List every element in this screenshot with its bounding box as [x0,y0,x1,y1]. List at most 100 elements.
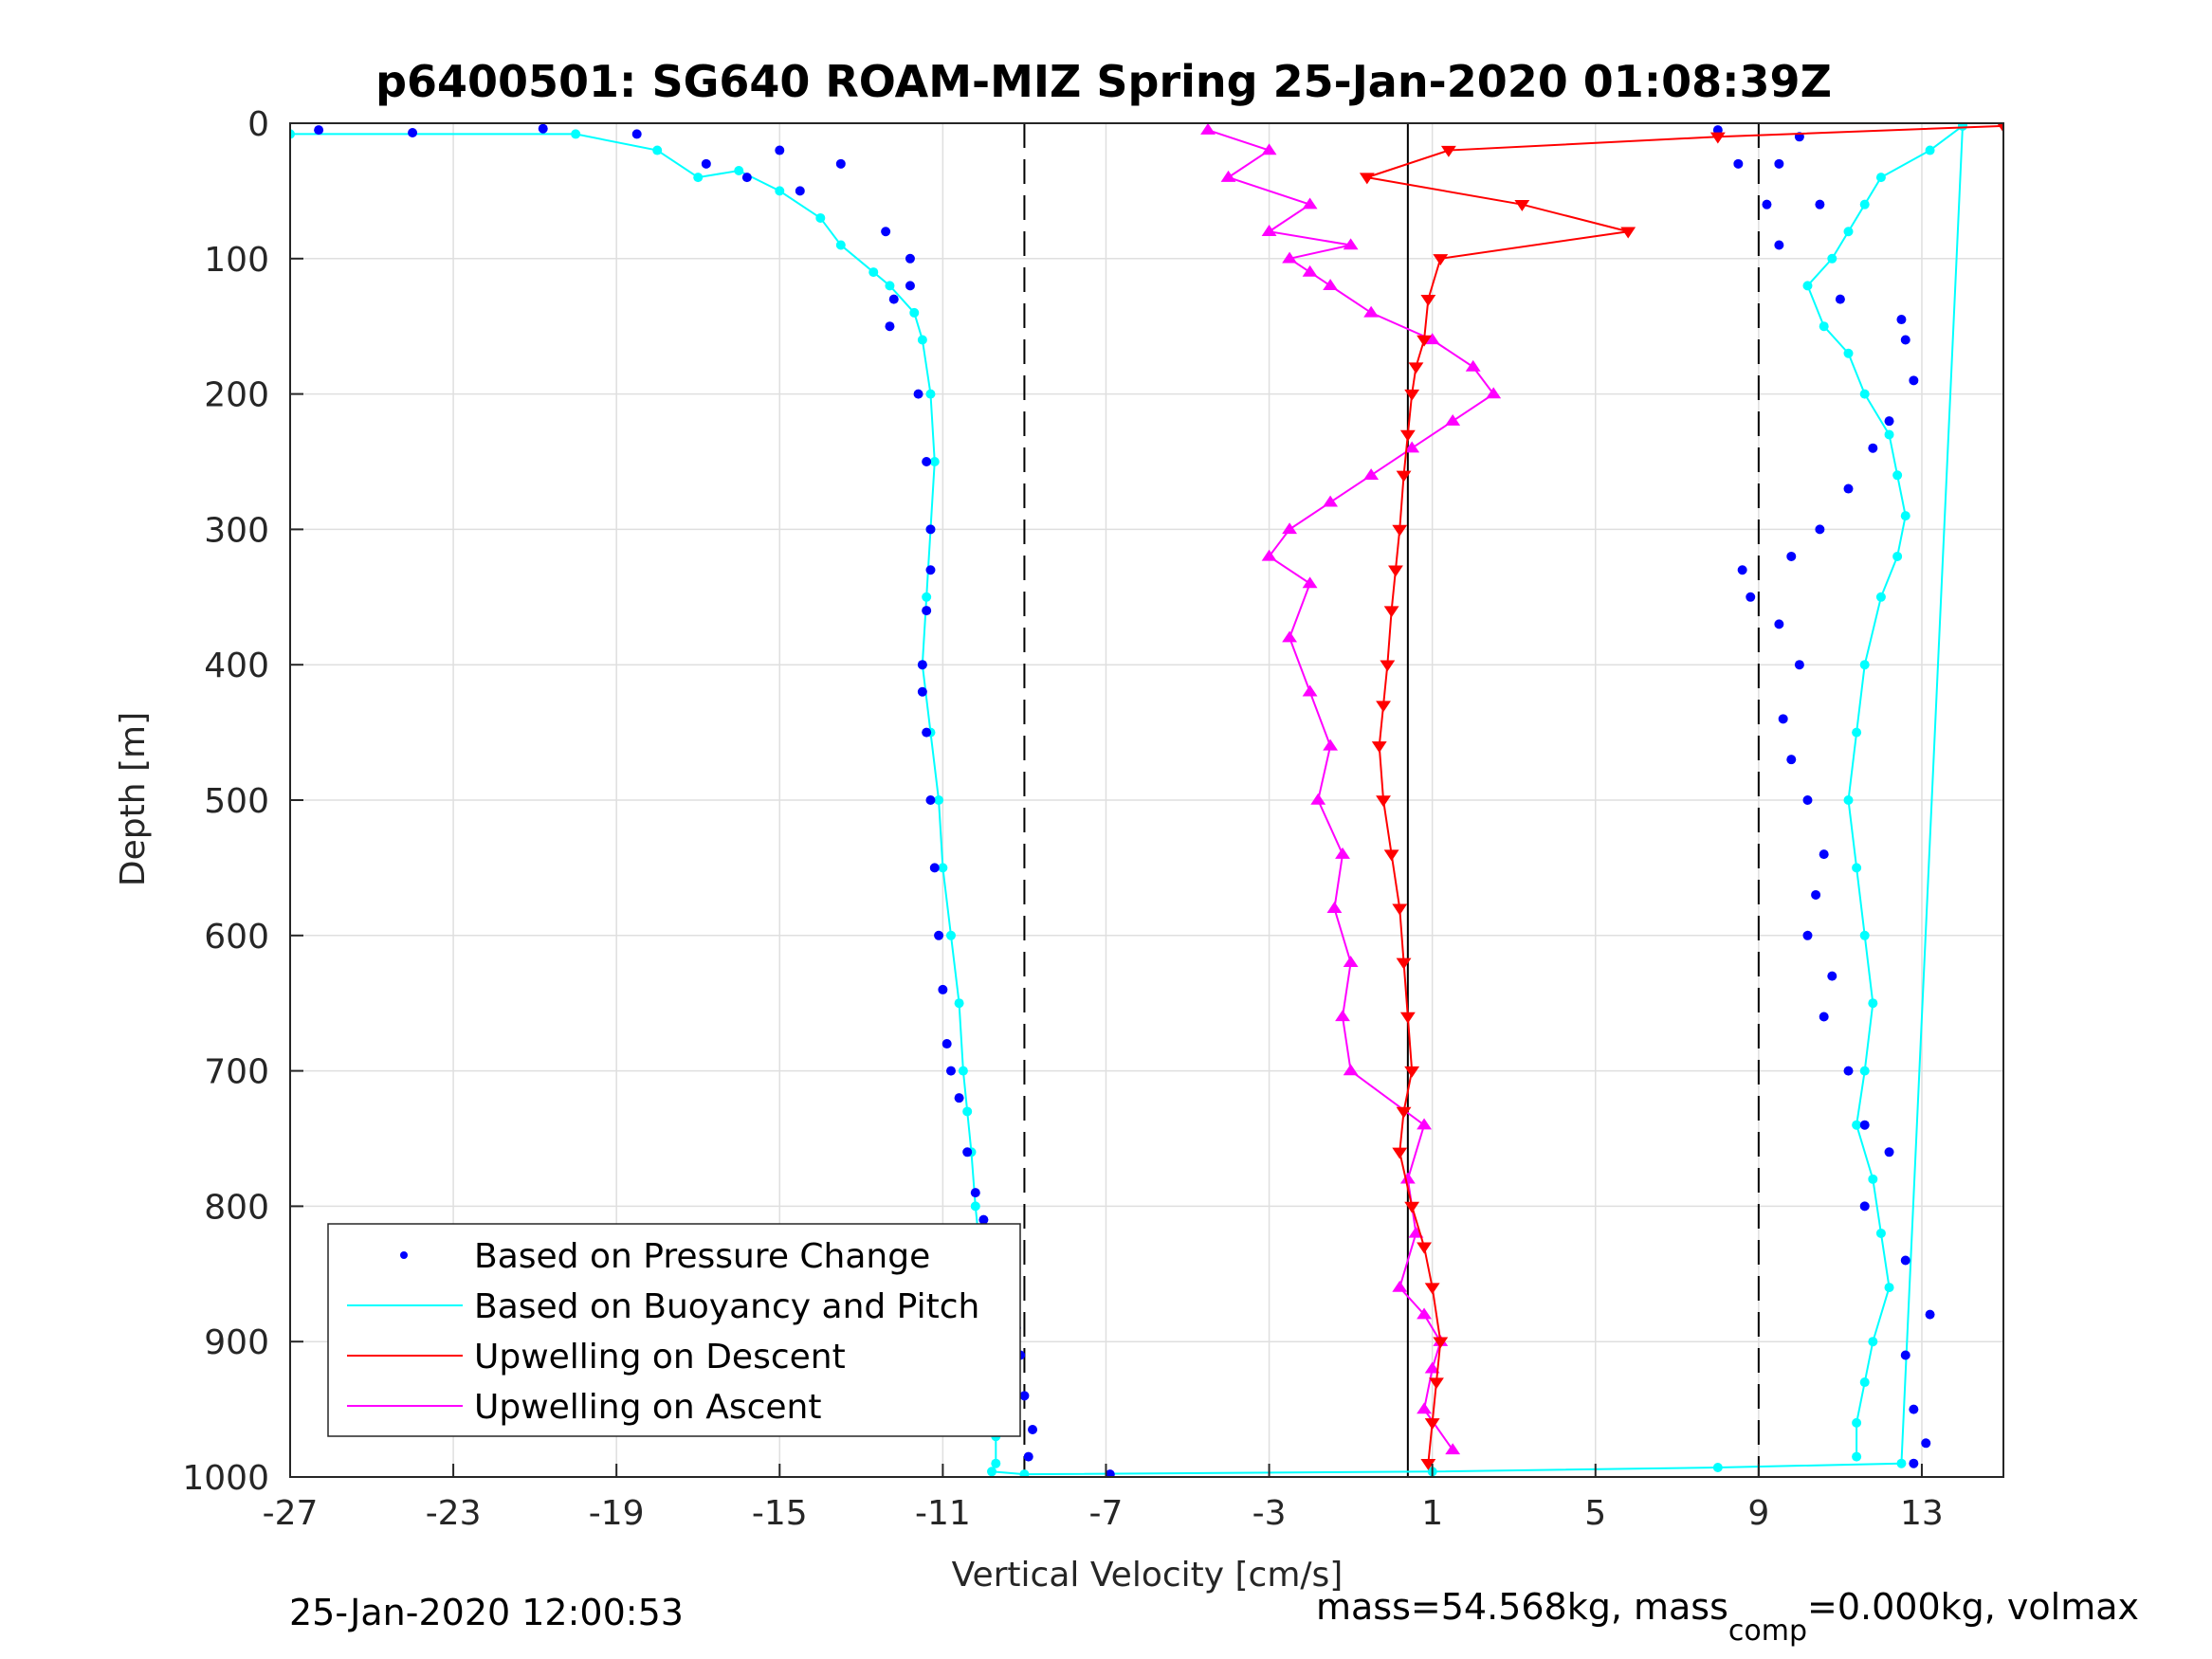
series-ascent-point-26 [1343,956,1359,968]
series-descent-point-21 [1392,903,1408,916]
series-buoyancy-descent-point-15 [922,592,932,602]
series-pressure-descent-point-11 [905,281,915,291]
series-pressure-ascent-point-21 [1786,755,1797,765]
legend-label-descent: Upwelling on Descent [474,1338,846,1376]
series-buoyancy-ascent-point-2 [1875,173,1886,183]
series-buoyancy-descent-point-9 [885,281,895,291]
series-pressure-ascent-point-20 [1778,714,1788,724]
series-pressure-descent-point-13 [885,321,895,332]
series-pressure-descent-point-25 [938,984,948,994]
series-buoyancy-descent-point-5 [775,186,785,196]
series-ascent-point-29 [1417,1118,1432,1130]
series-buoyancy-ascent-point-28 [1852,1417,1862,1428]
series-ascent-point-30 [1399,1172,1416,1184]
series-descent-point-22 [1396,957,1412,970]
series-buoyancy-descent-point-23 [962,1106,973,1117]
series-descent-point-29 [1424,1283,1440,1295]
series-descent-point-24 [1404,1066,1420,1078]
series-pressure-ascent-point-37 [1909,1458,1919,1468]
series-pressure-descent-point-21 [922,727,932,738]
series-pressure-descent-point-4 [701,158,711,169]
series-descent-point-30 [1433,1337,1449,1349]
series-pressure-descent-point-22 [925,795,936,805]
series-pressure-ascent-point-25 [1802,930,1813,940]
series-buoyancy-ascent-point-5 [1827,253,1837,264]
series-pressure-ascent-point-3 [1774,240,1784,250]
series-pressure-descent-point-39 [1105,1469,1115,1477]
series-pressure-descent-point-23 [929,863,940,873]
series-descent-point-3 [1359,173,1375,185]
series-buoyancy-descent-point-2 [652,145,663,155]
series-pressure-ascent-point-35 [1909,1404,1919,1414]
y-ticks: 0 100 200 300 400 500 600 700 800 900 1000 [182,105,303,1498]
y-tick-label-8: 800 [204,1188,269,1227]
series-pressure-descent-point-29 [962,1147,973,1158]
legend-label-pressure: Based on Pressure Change [474,1237,930,1276]
series-pressure-ascent-point-30 [1884,1147,1894,1158]
series-buoyancy-descent-point-11 [917,335,927,345]
series-buoyancy-descent-point-0 [290,129,295,139]
series-ascent-point-32 [1392,1280,1408,1292]
series-buoyancy-descent-point-32 [991,1458,1001,1468]
series-buoyancy-descent-point-25 [970,1201,980,1212]
series-buoyancy-descent-point-33 [987,1467,997,1477]
series-pressure-descent-point-18 [922,606,932,616]
series-buoyancy-ascent-point-12 [1900,511,1910,521]
series-buoyancy-descent-point-21 [954,998,964,1009]
y-tick-label-7: 700 [204,1053,269,1092]
series-buoyancy-ascent-point-26 [1868,1337,1878,1347]
y-tick-label-3: 300 [204,511,269,550]
series-pressure-ascent-point-33 [1925,1309,1935,1320]
series-ascent-point-13 [1445,413,1461,426]
y-tick-label-1: 100 [204,241,269,280]
series-buoyancy-ascent-point-18 [1852,863,1862,873]
series-pressure-ascent-point-27 [1819,1012,1829,1022]
legend: Based on Pressure Change Based on Buoyan… [327,1223,1021,1437]
series-ascent-point-33 [1417,1307,1432,1320]
series-buoyancy-descent-point-12 [925,389,936,399]
series-ascent-point-16 [1323,495,1339,507]
series-pressure-descent-point-0 [314,125,324,136]
series-pressure-descent-point-26 [941,1039,952,1049]
series-buoyancy-ascent-point-7 [1819,321,1829,332]
y-tick-label-10: 1000 [182,1459,269,1498]
series-pressure-ascent-point-9 [1900,335,1910,345]
series-ascent-point-8 [1323,279,1339,291]
footer-mass-sub: comp [1728,1614,1807,1648]
series-pressure-descent-point-19 [917,660,927,670]
y-tick-label-2: 200 [204,376,269,415]
series-buoyancy-descent-point-19 [938,863,948,873]
series-descent-point-25 [1396,1106,1412,1119]
series-buoyancy-ascent-point-6 [1802,281,1813,291]
series-descent-point-23 [1399,1012,1416,1024]
series-descent-point-18 [1371,741,1387,754]
reference-lines [1023,123,1760,1477]
series-pressure-descent-point-1 [408,127,418,137]
series-ascent-point-25 [1326,902,1343,913]
x-tick-label-5: -7 [1089,1494,1124,1533]
series-descent-point-27 [1404,1201,1420,1213]
series-buoyancy-ascent-point-23 [1868,1174,1878,1184]
x-tick-label-6: -3 [1252,1494,1287,1533]
series-pressure-descent-point-8 [835,158,846,169]
series-pressure-ascent-point-34 [1900,1350,1910,1360]
series-pressure-descent-point-31 [978,1214,989,1225]
series-pressure-descent-point-24 [934,930,944,940]
series-pressure-ascent-point-18 [1774,619,1784,629]
series-buoyancy-ascent-point-1 [1925,145,1935,155]
series-pressure-ascent-point-19 [1794,660,1804,670]
series-descent-point-2 [1440,145,1456,157]
series-pressure-ascent-point-14 [1815,524,1825,535]
series-ascent-point-7 [1302,264,1318,277]
series-pressure-ascent-point-16 [1737,565,1747,575]
series-pressure-ascent-point-2 [1762,199,1772,210]
series-ascent-point-15 [1363,468,1380,480]
series-descent-point-13 [1392,524,1408,537]
series-pressure-descent-point-6 [775,145,785,155]
series-descent-point-5 [1620,227,1636,239]
y-tick-label-0: 0 [247,105,269,144]
series-pressure-ascent-point-11 [1884,416,1894,427]
series-descent-point-4 [1514,199,1530,211]
series-descent-point-31 [1429,1377,1444,1390]
